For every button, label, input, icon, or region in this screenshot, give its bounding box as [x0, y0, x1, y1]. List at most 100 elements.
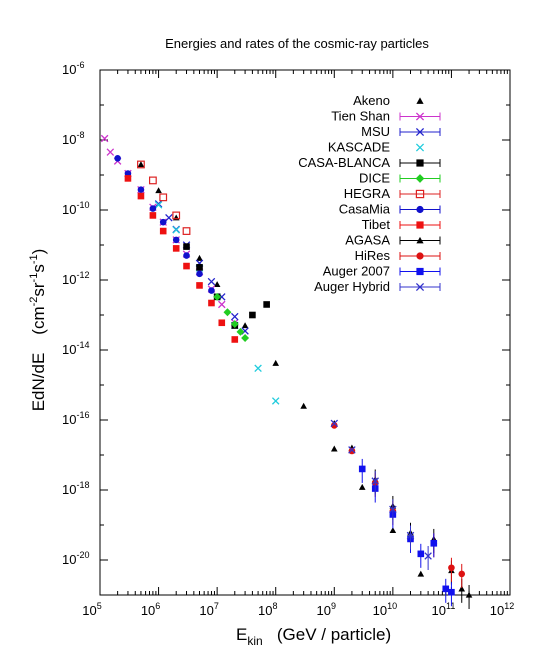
legend-item-auger-2007: Auger 2007 — [323, 264, 441, 279]
legend-item-hegra: HEGRA — [344, 186, 441, 201]
data-point-hires — [458, 570, 466, 578]
data-point-casa-blanca — [196, 264, 203, 271]
data-point-tibet — [183, 262, 190, 270]
data-point-msu — [165, 214, 173, 222]
x-axis-label: Ekin (GeV / particle) — [236, 625, 391, 648]
x-axis-label-sub: kin — [247, 634, 262, 648]
data-point-auger-hybrid — [371, 477, 379, 485]
data-point-tien-shan — [106, 148, 115, 156]
legend-item-auger-hybrid: Auger Hybrid — [314, 279, 441, 294]
data-point-casamia — [183, 252, 190, 259]
y-axis-label-units-open: (cm — [29, 306, 48, 334]
data-point-hires — [448, 564, 455, 572]
data-point-msu — [154, 200, 163, 208]
legend-marker — [416, 236, 424, 244]
legend-marker — [416, 97, 424, 104]
x-tick-label: 1011 — [432, 601, 456, 618]
x-tick-label: 108 — [258, 601, 277, 618]
legend-item-agasa: AGASA — [345, 233, 441, 248]
y-axis-label-main: EdN/dE — [29, 353, 48, 412]
legend-label: Akeno — [353, 93, 390, 108]
data-point-casamia — [172, 236, 180, 244]
data-point-kascade — [154, 201, 163, 209]
x-tick-label: 109 — [317, 601, 336, 618]
y-axis-label-mid1: sr — [29, 282, 48, 297]
series-casamia — [114, 155, 215, 294]
y-axis-label-exp2: -1 — [28, 273, 40, 283]
data-point-casamia — [114, 155, 121, 162]
data-point-kascade — [271, 397, 280, 405]
legend-marker — [415, 112, 425, 121]
data-point-akeno — [300, 402, 307, 409]
legend-marker — [415, 143, 425, 152]
y-tick-label: 10-12 — [62, 270, 89, 287]
legend-item-casa-blanca: CASA-BLANCA — [298, 155, 441, 170]
legend-marker — [416, 252, 424, 260]
series-dice — [213, 292, 250, 342]
data-point-auger-2007 — [417, 550, 425, 558]
legend-label: HEGRA — [344, 186, 391, 201]
data-point-msu — [207, 277, 216, 286]
data-points — [100, 134, 473, 609]
legend-marker — [415, 282, 425, 292]
legend-item-dice: DICE — [359, 171, 441, 186]
data-point-dice — [230, 320, 239, 329]
data-point-casamia — [159, 218, 167, 226]
legend-label: Tibet — [362, 217, 391, 232]
data-point-akeno — [389, 527, 397, 534]
y-tick-label: 10-6 — [62, 60, 84, 77]
data-point-akeno — [196, 254, 203, 261]
data-point-tibet — [218, 319, 226, 327]
legend-item-tien-shan: Tien Shan — [331, 109, 441, 124]
data-point-kascade — [172, 226, 180, 234]
data-point-casamia — [208, 287, 215, 294]
data-point-tibet — [159, 227, 167, 235]
data-point-tien-shan — [218, 300, 226, 309]
legend-marker — [416, 221, 424, 229]
x-axis-label-rest: (GeV / particle) — [263, 625, 391, 644]
chart-title: Energies and rates of the cosmic-ray par… — [165, 36, 429, 51]
data-point-auger-hybrid — [330, 419, 339, 428]
data-point-tibet — [196, 282, 203, 289]
data-point-auger-hybrid — [406, 531, 415, 540]
data-point-msu — [231, 312, 239, 321]
data-point-auger-2007 — [358, 465, 366, 473]
series-auger-hybrid — [330, 419, 432, 571]
data-point-akeno — [417, 570, 425, 577]
legend-marker — [415, 174, 425, 183]
legend-marker — [415, 189, 425, 199]
legend-label: CasaMia — [339, 202, 391, 217]
series-tibet — [124, 175, 239, 343]
legend-item-msu: MSU — [361, 124, 441, 139]
data-point-akeno — [330, 445, 338, 452]
data-point-auger-2007 — [430, 540, 438, 547]
y-tick-label: 10-18 — [62, 480, 89, 497]
data-point-casa-blanca — [249, 311, 256, 319]
y-axis-label-units-close: ) — [29, 249, 48, 255]
legend-marker — [416, 159, 424, 167]
legend-item-casamia: CasaMia — [339, 202, 441, 217]
legend-label: Tien Shan — [331, 109, 390, 124]
data-point-akeno — [241, 322, 249, 329]
data-point-dice — [241, 334, 250, 342]
data-point-hegra — [159, 193, 168, 202]
data-point-agasa — [458, 585, 466, 592]
data-point-dice — [236, 327, 245, 336]
legend-label: HiRes — [355, 248, 391, 263]
data-point-casamia — [196, 270, 203, 278]
legend-label: DICE — [359, 171, 390, 186]
data-point-kascade — [254, 364, 262, 373]
data-point-dice — [223, 308, 232, 317]
data-point-hegra — [172, 211, 181, 220]
data-point-akeno — [358, 483, 366, 490]
data-point-auger-hybrid — [348, 446, 356, 454]
legend-item-akeno: Akeno — [353, 93, 424, 108]
data-point-hegra — [137, 160, 145, 169]
y-axis-label-mid2: s — [29, 264, 48, 273]
data-point-tibet — [149, 212, 157, 219]
y-tick-label: 10-10 — [62, 200, 89, 217]
x-tick-label: 1010 — [373, 601, 397, 618]
legend-marker — [415, 127, 425, 137]
